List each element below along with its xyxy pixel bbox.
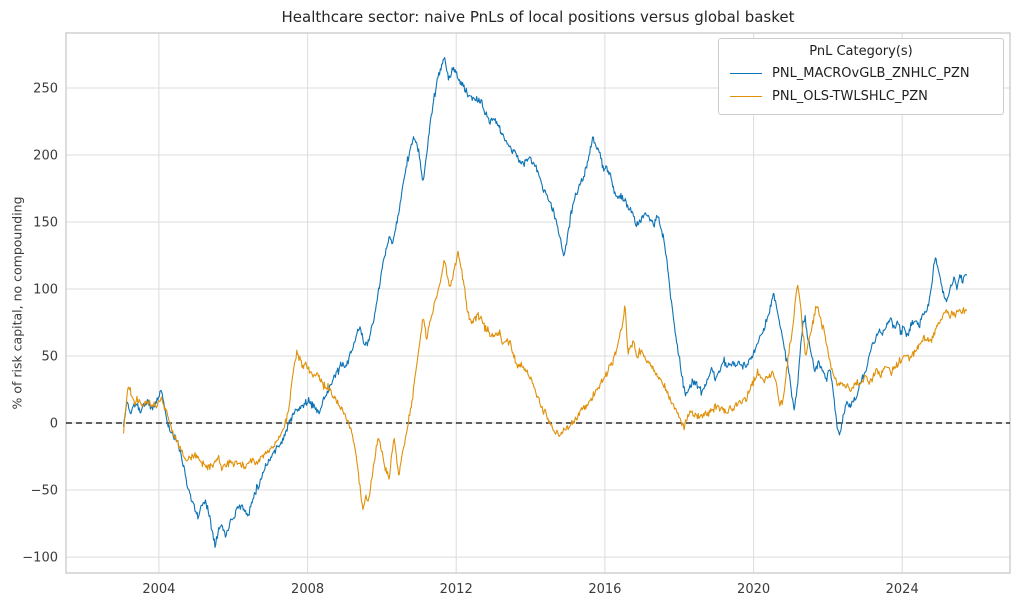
y-tick-label: 100 [33,283,58,298]
legend-item: PNL_MACROvGLB_ZNHLC_PZN [728,62,994,85]
legend-item-label: PNL_OLS-TWLSHLC_PZN [772,89,928,104]
x-tick-label: 2004 [142,582,175,597]
x-tick-label: 2016 [588,582,621,597]
y-tick-label: 200 [33,149,58,164]
y-tick-label: 0 [50,417,58,432]
x-tick-label: 2024 [886,582,919,597]
legend-line-swatch-series-0 [730,73,762,74]
x-tick-label: 2008 [291,582,324,597]
y-tick-label: 50 [41,350,58,365]
x-tick-label: 2020 [737,582,770,597]
chart-title: Healthcare sector: naive PnLs of local p… [281,8,795,26]
y-tick-label: 250 [33,82,58,97]
y-tick-label: 150 [33,216,58,231]
plot-background [66,33,1010,573]
y-tick-label: −100 [22,551,58,566]
legend-title: PnL Category(s) [809,44,913,59]
legend-item: PNL_OLS-TWLSHLC_PZN [728,85,994,108]
series-line-0 [123,57,968,548]
x-tick-label: 2012 [440,582,473,597]
legend-item-label: PNL_MACROvGLB_ZNHLC_PZN [772,66,970,81]
axes-frame [65,32,1011,574]
y-tick-label: −50 [31,484,58,499]
legend-line-swatch-series-1 [730,96,762,97]
series-line-1 [123,250,968,511]
legend: PnL Category(s) PNL_MACROvGLB_ZNHLC_PZN … [718,38,1004,115]
